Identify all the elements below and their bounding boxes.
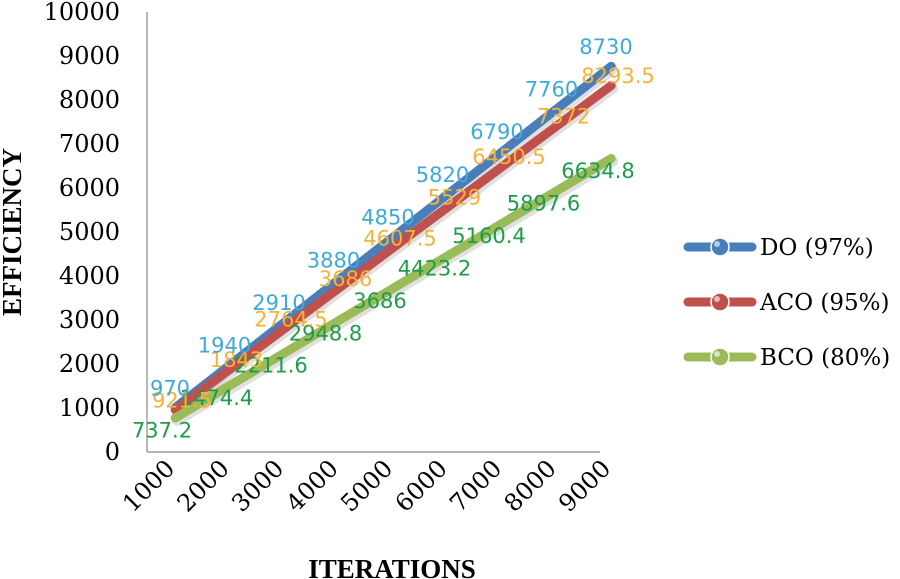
- data-label: 7372: [537, 105, 590, 129]
- x-tick-label: 7000: [444, 454, 507, 517]
- data-label: 5160.4: [452, 224, 525, 248]
- data-label: 4423.2: [398, 256, 471, 280]
- y-tick-label: 7000: [59, 130, 120, 158]
- data-label: 3686: [319, 267, 372, 291]
- y-tick-label: 4000: [59, 262, 120, 290]
- y-tick-label: 6000: [59, 174, 120, 202]
- data-label: 5529: [428, 186, 481, 210]
- legend-marker-highlight: [714, 241, 720, 247]
- data-label: 6634.8: [561, 159, 634, 183]
- x-tick-label: 9000: [553, 454, 616, 517]
- x-tick-label: 5000: [335, 454, 398, 517]
- data-label: 8730: [579, 35, 632, 59]
- legend-marker-highlight: [714, 351, 720, 357]
- data-label: 1843: [210, 348, 263, 372]
- x-tick-label: 2000: [172, 454, 235, 517]
- data-label: 7760: [525, 78, 578, 102]
- x-tick-label: 4000: [281, 454, 344, 517]
- data-label: 2910: [252, 291, 305, 315]
- data-label: 970: [150, 376, 190, 400]
- data-label: 1940: [198, 334, 251, 358]
- data-label: 5820: [416, 163, 469, 187]
- x-tick-label: 8000: [499, 454, 562, 517]
- y-tick-label: 3000: [59, 306, 120, 334]
- y-tick-label: 1000: [59, 394, 120, 422]
- legend-marker: [710, 292, 730, 312]
- y-tick-label: 2000: [59, 350, 120, 378]
- x-tick-label: 6000: [390, 454, 453, 517]
- data-label: 737.2: [132, 419, 192, 443]
- legend: DO (97%) ACO (95%) BCO (80%): [683, 235, 890, 371]
- legend-label: BCO (80%): [760, 345, 890, 371]
- data-label: 4607.5: [363, 226, 436, 250]
- y-tick-label: 9000: [59, 42, 120, 70]
- series-line-aco: [170, 80, 616, 415]
- data-label: 3686: [353, 289, 406, 313]
- data-label: 3880: [307, 248, 360, 272]
- legend-label: ACO (95%): [759, 290, 889, 316]
- data-label: 4850: [361, 206, 414, 230]
- y-tick-label: 8000: [59, 86, 120, 114]
- data-label: 6790: [470, 120, 523, 144]
- y-axis-title: EFFICIENCY: [0, 148, 27, 316]
- data-label: 2948.8: [289, 321, 362, 345]
- series-line-bco: [170, 153, 616, 423]
- legend-label: DO (97%): [760, 235, 874, 261]
- y-tick-label: 10000: [44, 0, 120, 26]
- legend-marker: [710, 347, 730, 367]
- data-label: 2764.5: [254, 307, 327, 331]
- legend-marker-highlight: [714, 296, 720, 302]
- x-tick-label: 3000: [226, 454, 289, 517]
- data-label: 8293.5: [581, 64, 654, 88]
- y-tick-label: 5000: [59, 218, 120, 246]
- x-axis-title: ITERATIONS: [308, 554, 476, 579]
- data-label: 2211.6: [234, 354, 307, 378]
- legend-marker: [710, 237, 730, 257]
- data-label: 6450.5: [472, 145, 545, 169]
- y-tick-label: 0: [105, 438, 120, 466]
- x-tick-label: 1000: [117, 454, 180, 517]
- data-label: 1474.4: [180, 386, 253, 410]
- data-label: 921.5: [152, 388, 212, 412]
- data-label: 5897.6: [507, 192, 580, 216]
